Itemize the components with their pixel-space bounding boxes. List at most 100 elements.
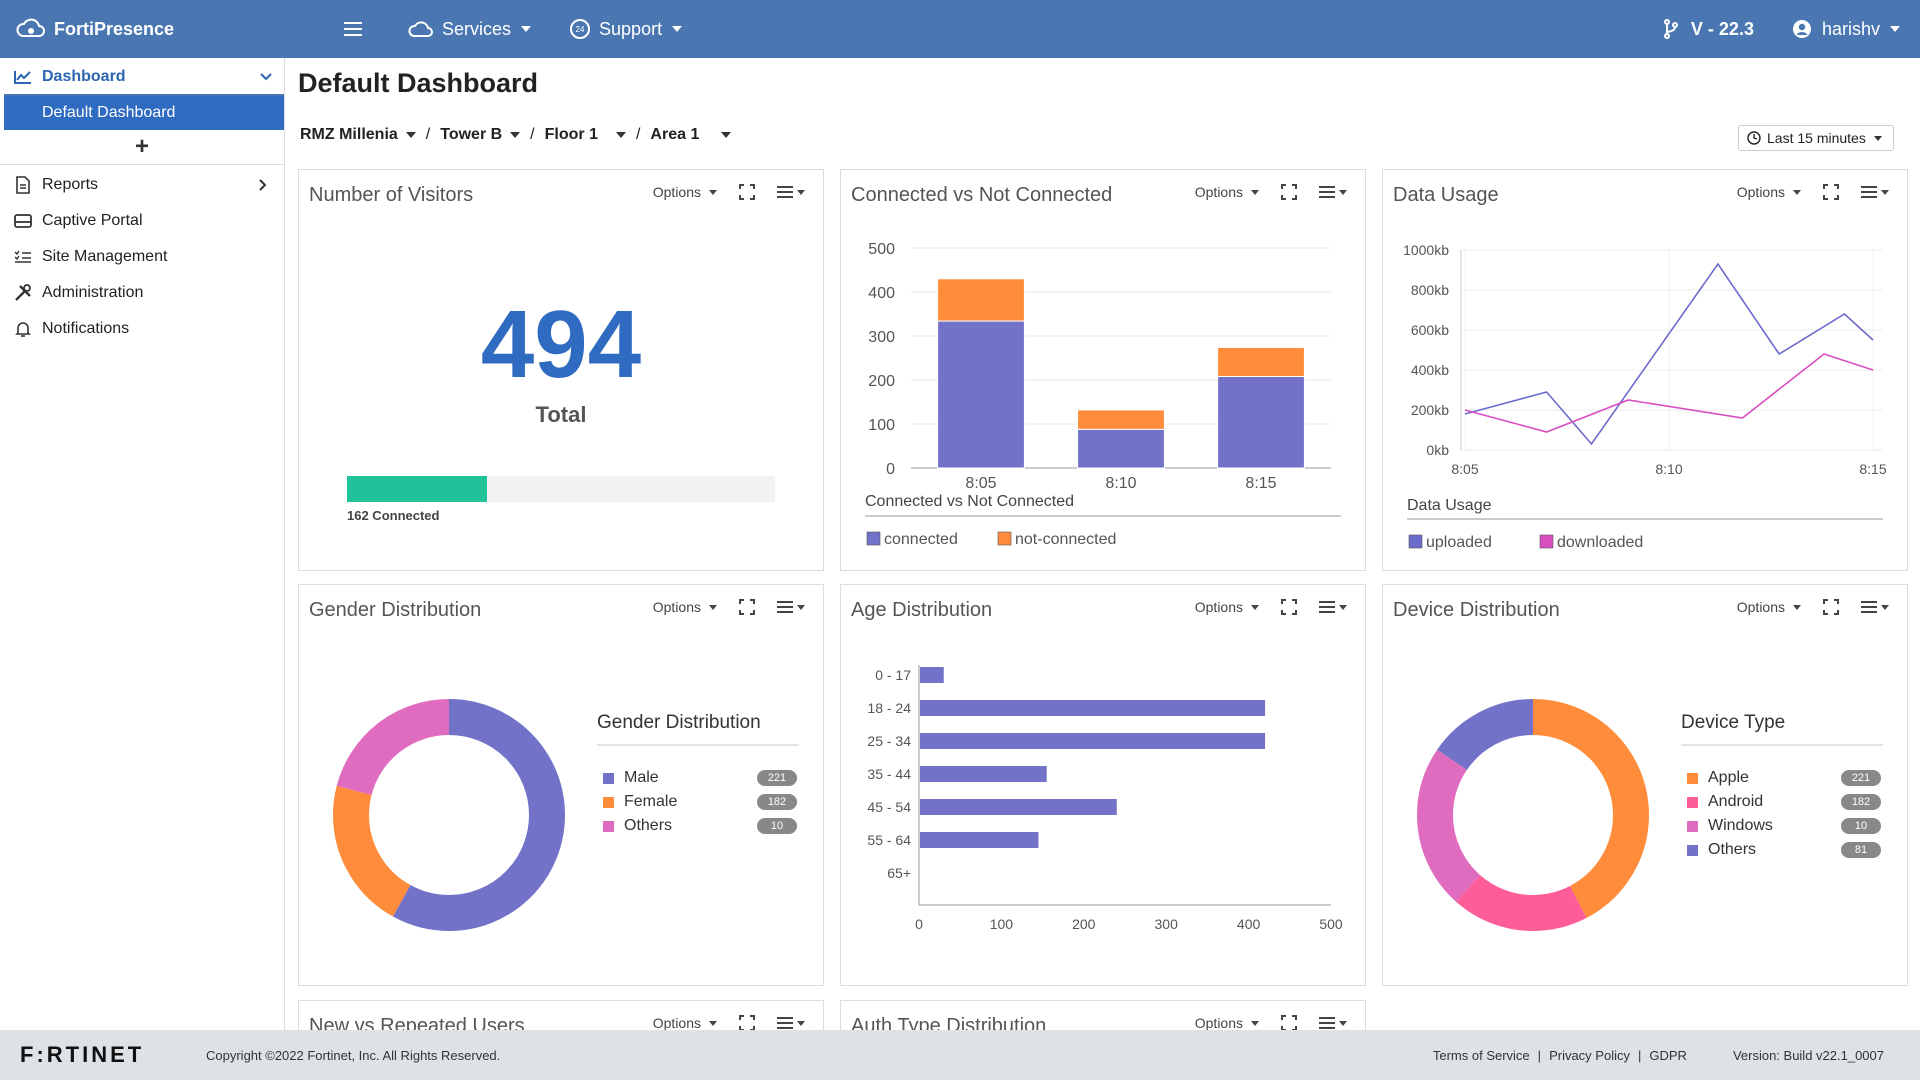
options-dropdown[interactable]: Options	[1195, 599, 1259, 615]
expand-button[interactable]	[1823, 599, 1839, 615]
hamburger-icon	[344, 22, 362, 36]
options-dropdown[interactable]: Options	[1737, 599, 1801, 615]
breadcrumb-area[interactable]: Area 1	[650, 126, 732, 144]
panel-menu-button[interactable]	[1319, 1017, 1347, 1029]
branch-icon	[1663, 19, 1678, 39]
y-tick-label: 300	[868, 329, 895, 346]
bar	[920, 700, 1266, 716]
legend-item[interactable]: Android 182	[1687, 793, 1887, 811]
visitors-panel: Number of Visitors Options 494 Total 162…	[298, 169, 824, 571]
legend-item[interactable]: Apple 221	[1687, 769, 1887, 787]
y-tick-label: 400	[868, 285, 895, 302]
breadcrumb-separator: /	[530, 126, 535, 143]
user-menu[interactable]: harishv	[1792, 19, 1900, 40]
support-menu[interactable]: 24 Support	[569, 18, 683, 40]
panel-title: Data Usage	[1393, 184, 1499, 206]
username: harishv	[1821, 18, 1880, 39]
panel-toolbar: Options	[1737, 184, 1889, 200]
chevron-down-icon	[405, 132, 416, 138]
legend-item[interactable]: Female 182	[603, 793, 803, 811]
panel-menu-button[interactable]	[777, 186, 805, 198]
expand-button[interactable]	[1823, 184, 1839, 200]
expand-icon	[1823, 184, 1839, 200]
expand-button[interactable]	[1281, 599, 1297, 615]
options-dropdown[interactable]: Options	[653, 599, 717, 615]
panel-menu-button[interactable]	[1861, 601, 1889, 613]
expand-button[interactable]	[739, 1015, 755, 1031]
hamburger-icon	[1861, 186, 1877, 198]
panel-menu-button[interactable]	[777, 601, 805, 613]
options-dropdown[interactable]: Options	[1195, 1015, 1259, 1031]
privacy-link[interactable]: Privacy Policy	[1549, 1047, 1630, 1063]
legend-label: Others	[624, 817, 673, 834]
options-dropdown[interactable]: Options	[653, 184, 717, 200]
panel-menu-button[interactable]	[1861, 186, 1889, 198]
copyright-text: Copyright ©2022 Fortinet, Inc. All Right…	[206, 1047, 501, 1063]
expand-button[interactable]	[1281, 1015, 1297, 1031]
expand-button[interactable]	[739, 599, 755, 615]
terms-link[interactable]: Terms of Service	[1432, 1047, 1530, 1063]
panel-menu-button[interactable]	[1319, 186, 1347, 198]
expand-button[interactable]	[739, 184, 755, 200]
panel-title: Age Distribution	[851, 599, 993, 621]
services-menu[interactable]: Services	[408, 19, 532, 40]
chevron-down-icon	[709, 1020, 717, 1026]
legend-swatch	[1687, 796, 1698, 808]
device-panel: Device Distribution Options Device Type A…	[1382, 584, 1908, 986]
sidebar-item-default-dashboard[interactable]: Default Dashboard	[4, 96, 284, 130]
sidebar-item-reports[interactable]: Reports	[0, 167, 284, 203]
legend-label: not-connected	[1015, 531, 1116, 548]
panel-toolbar: Options	[653, 184, 805, 200]
version-indicator[interactable]: V - 22.3	[1663, 19, 1754, 40]
x-tick-label: 300	[1155, 916, 1179, 932]
hamburger-icon	[1319, 1017, 1335, 1029]
panel-toolbar: Options	[1195, 184, 1347, 200]
expand-button[interactable]	[1281, 184, 1297, 200]
sidebar-item-notifications[interactable]: Notifications	[0, 311, 284, 347]
legend-item[interactable]: Male 221	[603, 769, 803, 787]
options-dropdown[interactable]: Options	[1195, 184, 1259, 200]
legend-item[interactable]: Windows 10	[1687, 817, 1887, 835]
sidebar-item-dashboard[interactable]: Dashboard	[4, 60, 284, 96]
legend-label: Others	[1708, 841, 1757, 858]
options-dropdown[interactable]: Options	[1737, 184, 1801, 200]
expand-icon	[1823, 599, 1839, 615]
panel-toolbar: Options	[1195, 1015, 1347, 1031]
gdpr-link[interactable]: GDPR	[1649, 1047, 1687, 1063]
add-dashboard-button[interactable]: +	[0, 130, 284, 165]
panel-title: Number of Visitors	[309, 184, 474, 206]
breadcrumb-floor[interactable]: Floor 1	[545, 126, 626, 144]
legend-swatch	[1408, 534, 1423, 549]
options-dropdown[interactable]: Options	[653, 1015, 717, 1031]
panel-menu-button[interactable]	[777, 1017, 805, 1029]
sidebar-item-captive-portal[interactable]: Captive Portal	[0, 203, 284, 239]
legend-item[interactable]: Others 81	[1687, 841, 1887, 859]
bar-segment-connected	[1077, 428, 1165, 469]
sidebar-item-label: Site Management	[42, 248, 168, 265]
chevron-down-icon	[260, 73, 272, 81]
legend-label: Female	[624, 793, 678, 810]
cloud-icon	[408, 21, 433, 37]
chevron-right-icon	[259, 179, 267, 191]
panel-title: Device Distribution	[1393, 599, 1560, 621]
panel-toolbar: Options	[653, 599, 805, 615]
sidebar-item-site-management[interactable]: Site Management	[0, 239, 284, 275]
sidebar-item-administration[interactable]: Administration	[0, 275, 284, 311]
legend-swatch	[1539, 534, 1554, 549]
hamburger-menu-button[interactable]	[344, 22, 370, 36]
user-avatar-icon	[1792, 20, 1811, 38]
breadcrumb-tower[interactable]: Tower B	[440, 126, 521, 144]
y-tick-label: 25 - 34	[867, 733, 911, 749]
legend-item[interactable]: Others 10	[603, 817, 803, 835]
chevron-down-icon	[1873, 135, 1882, 141]
legend-label: Apple	[1708, 769, 1749, 786]
breadcrumb-building[interactable]: RMZ Millenia	[300, 126, 416, 144]
legend-title: Gender Distribution	[597, 712, 799, 746]
support-icon: 24	[570, 19, 591, 39]
y-tick-label: 35 - 44	[867, 766, 911, 782]
time-range-select[interactable]: Last 15 minutes	[1738, 125, 1894, 151]
legend-count-badge: 81	[1841, 842, 1881, 858]
brand[interactable]: FortiPresence	[16, 16, 306, 42]
panel-menu-button[interactable]	[1319, 601, 1347, 613]
expand-icon	[1281, 1015, 1297, 1031]
